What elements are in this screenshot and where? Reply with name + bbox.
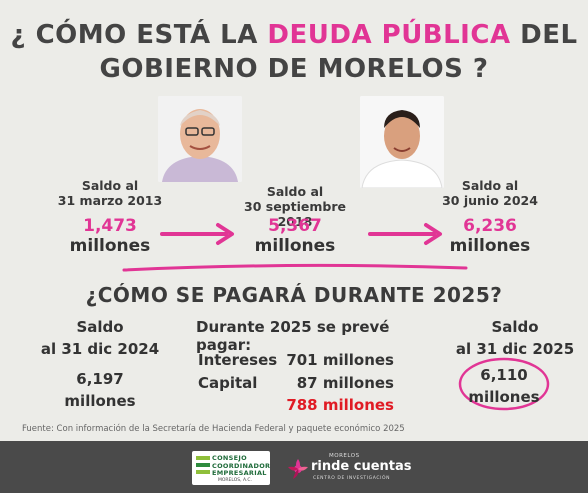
balance-label-line2: al 31 dic 2024 [40,340,160,358]
timeline-label-line1: Saldo al [81,178,139,193]
balance-label-line1: Saldo [76,318,124,336]
photo-governor-2 [360,96,444,188]
timeline-unit-2024: millones [449,236,531,256]
payment-total-value: 788 millones [286,396,394,414]
balance-2024-block: Saldo al 31 dic 2024 6,197 millones [40,316,160,412]
logo-stripes-icon [196,456,210,474]
balance-label-line1: Saldo [491,318,539,336]
balance-2025-block: Saldo al 31 dic 2025 [455,316,575,360]
title-highlight: DEUDA PÚBLICA [267,20,511,50]
payment-capital-label: Capital [198,374,258,392]
logo1-text: CONSEJO COORDINADOR EMPRESARIAL [212,454,271,478]
section2-title: ¿CÓMO SE PAGARÁ DURANTE 2025? [85,283,503,307]
payment-interest-value: 701 millones [286,351,394,369]
timeline-unit-2018: millones [254,236,336,256]
timeline-label-line2: 30 junio 2024 [442,193,538,208]
balance-amount: 6,110 [480,366,528,384]
balance-unit: millones [64,392,136,410]
logo2-top: MORELOS [329,453,360,459]
logo2-main: rinde cuentas [311,459,412,474]
timeline-amount-2018: 5,367 [268,216,322,236]
timeline-amount-2024: 6,236 [463,216,517,236]
arrow-right-icon [368,223,442,245]
flower-icon [288,459,308,479]
arrow-right-icon [160,223,234,245]
source-note: Fuente: Con información de la Secretaría… [22,424,405,434]
timeline-label-line2: 31 marzo 2013 [57,193,163,208]
timeline-label-line2: 30 septiembre 2018 [244,199,346,229]
timeline-label-2013: Saldo al 31 marzo 2013 [50,178,170,208]
logo-consejo-coordinador: CONSEJO COORDINADOR EMPRESARIAL MORELOS,… [192,451,270,485]
logo-morelos-rinde-cuentas: MORELOS rinde cuentas CENTRO DE INVESTIG… [283,451,413,485]
payment-heading: Durante 2025 se prevé pagar: [196,318,390,354]
timeline-label-line1: Saldo al [266,184,324,199]
logo1-line2: COORDINADOR [212,461,271,470]
timeline-label-line1: Saldo al [461,178,519,193]
timeline-label-2024: Saldo al 30 junio 2024 [430,178,550,208]
balance-2025-value: 6,110 millones [454,364,554,408]
logo2-sub: CENTRO DE INVESTIGACIÓN [313,476,391,481]
payment-capital-value: 87 millones [296,374,394,392]
title-text: ¿ CÓMO ESTÁ LA [10,20,268,50]
balance-label-line2: al 31 dic 2025 [455,340,575,358]
title-text-end: DEL [510,20,578,50]
divider-line [122,263,468,272]
payment-interest-label: Intereses [198,351,278,369]
logo1-line3: EMPRESARIAL [212,469,267,477]
balance-amount: 6,197 [76,370,124,388]
timeline-amount-2013: 1,473 [83,216,137,236]
timeline-unit-2013: millones [69,236,151,256]
logo1-line1: CONSEJO [212,454,247,462]
timeline-label-2018: Saldo al 30 septiembre 2018 [225,184,365,229]
balance-unit: millones [468,388,540,406]
photo-governor-1 [158,96,242,182]
logo1-sub: MORELOS, A.C. [218,478,253,483]
highlight-circle [458,357,550,411]
main-title-line1: ¿ CÓMO ESTÁ LA DEUDA PÚBLICA DEL [0,18,588,52]
main-title-line2: GOBIERNO DE MORELOS ? [99,54,489,84]
